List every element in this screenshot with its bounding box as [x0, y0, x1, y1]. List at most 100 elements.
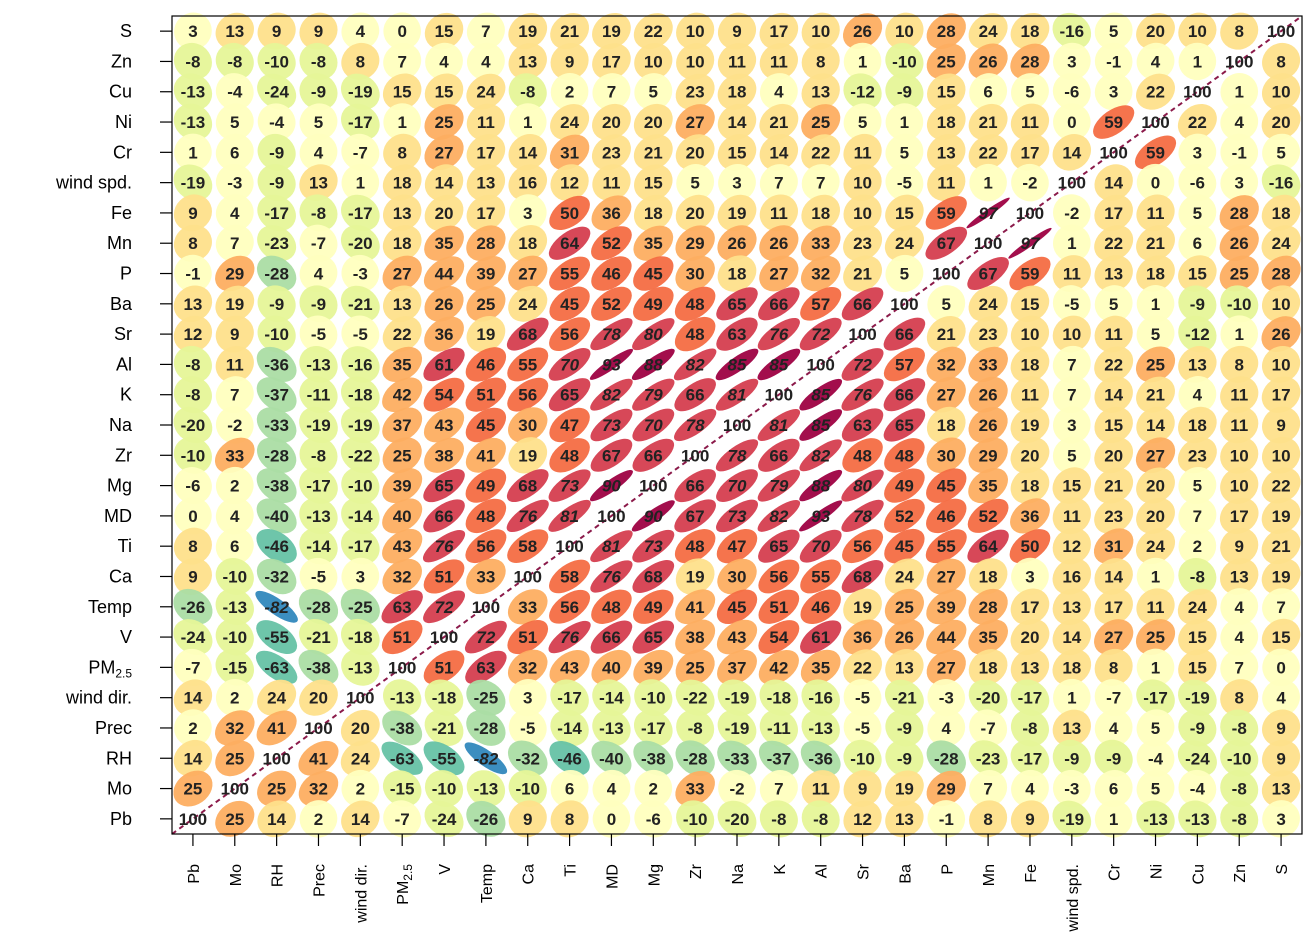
correlation-value: 19	[1272, 567, 1291, 586]
correlation-value: 12	[560, 174, 579, 193]
correlation-ellipse	[843, 73, 882, 111]
correlation-value: 49	[895, 477, 914, 496]
correlation-value: -10	[1227, 295, 1252, 314]
correlation-value: -9	[269, 143, 284, 162]
correlation-ellipse	[927, 800, 966, 838]
correlation-value: 100	[1141, 113, 1169, 132]
correlation-ellipse	[466, 164, 506, 201]
correlation-value: 8	[1109, 658, 1118, 677]
correlation-ellipse	[1136, 194, 1175, 232]
correlation-ellipse	[843, 649, 883, 686]
correlation-ellipse	[174, 497, 212, 535]
correlation-ellipse	[507, 377, 549, 412]
correlation-value: 3	[1109, 83, 1118, 102]
correlation-value: -13	[599, 719, 624, 738]
correlation-value: 13	[393, 295, 412, 314]
correlation-value: 5	[1109, 295, 1118, 314]
correlation-value: 82	[602, 386, 621, 405]
correlation-ellipse	[382, 437, 422, 474]
correlation-value: 7	[774, 174, 783, 193]
correlation-value: 15	[1021, 295, 1040, 314]
correlation-ellipse	[675, 619, 716, 655]
correlation-ellipse	[508, 800, 547, 838]
correlation-ellipse	[299, 376, 338, 414]
correlation-value: -11	[307, 386, 331, 405]
correlation-ellipse	[758, 438, 800, 472]
correlation-value: 2	[230, 689, 239, 708]
correlation-value: 43	[435, 416, 454, 435]
correlation-value: 24	[1188, 598, 1207, 617]
correlation-ellipse	[299, 42, 338, 80]
correlation-value: 45	[937, 477, 956, 496]
correlation-ellipse	[215, 558, 254, 595]
correlation-ellipse	[799, 439, 842, 472]
correlation-ellipse	[591, 226, 632, 261]
correlation-ellipse	[1220, 406, 1259, 444]
correlation-value: -3	[227, 174, 242, 193]
correlation-value: -2	[227, 416, 242, 435]
correlation-ellipse	[257, 770, 297, 807]
correlation-ellipse	[926, 649, 966, 686]
correlation-value: 4	[774, 83, 784, 102]
correlation-value: -10	[432, 780, 457, 799]
correlation-value: -15	[222, 658, 247, 677]
correlation-ellipse	[1094, 558, 1133, 595]
correlation-value: 5	[1151, 719, 1160, 738]
correlation-ellipse	[676, 164, 715, 202]
correlation-ellipse	[340, 709, 380, 747]
correlation-ellipse	[382, 770, 422, 807]
correlation-value: 5	[1067, 446, 1076, 465]
correlation-ellipse	[592, 709, 631, 747]
correlation-value: 10	[853, 174, 872, 193]
correlation-value: 24	[351, 749, 370, 768]
correlation-value: 23	[1188, 446, 1207, 465]
correlation-value: 29	[686, 234, 705, 253]
correlation-value: -26	[474, 810, 499, 829]
correlation-value: -9	[897, 83, 912, 102]
correlation-value: -25	[474, 689, 499, 708]
correlation-value: -21	[306, 628, 331, 647]
correlation-value: 56	[560, 325, 579, 344]
correlation-value: 100	[221, 780, 249, 799]
correlation-ellipse	[299, 800, 338, 838]
correlation-value: 0	[607, 810, 616, 829]
correlation-ellipse	[341, 467, 380, 505]
correlation-value: -20	[976, 689, 1001, 708]
correlation-value: -9	[1106, 749, 1121, 768]
correlation-ellipse	[1094, 73, 1133, 111]
correlation-ellipse	[968, 316, 1008, 353]
correlation-value: 19	[686, 567, 705, 586]
correlation-ellipse	[341, 769, 380, 808]
correlation-value: 14	[351, 810, 370, 829]
correlation-value: -18	[767, 689, 792, 708]
correlation-value: 11	[477, 113, 495, 132]
correlation-ellipse	[1178, 285, 1217, 323]
row-label: Prec	[95, 718, 132, 738]
correlation-value: 65	[644, 628, 663, 647]
correlation-ellipse	[299, 346, 338, 383]
correlation-value: 11	[770, 52, 788, 71]
row-label: Mo	[107, 779, 132, 799]
correlation-ellipse	[549, 407, 590, 443]
correlation-value: 20	[1021, 446, 1040, 465]
correlation-value: 5	[1025, 83, 1034, 102]
correlation-value: 28	[1230, 204, 1249, 223]
correlation-value: -8	[185, 386, 200, 405]
correlation-ellipse	[383, 103, 422, 141]
correlation-value: 22	[811, 143, 830, 162]
correlation-ellipse	[423, 469, 465, 503]
correlation-ellipse	[1136, 315, 1175, 353]
correlation-ellipse	[508, 407, 548, 443]
correlation-value: 27	[937, 658, 956, 677]
correlation-value: -37	[264, 386, 289, 405]
correlation-ellipse	[631, 500, 675, 532]
correlation-value: -17	[641, 719, 666, 738]
correlation-ellipse	[1010, 285, 1050, 323]
correlation-ellipse	[215, 497, 254, 535]
correlation-value: 41	[309, 749, 328, 768]
column-label: Sr	[856, 863, 873, 880]
correlation-ellipse	[173, 467, 212, 505]
correlation-ellipse	[174, 709, 212, 747]
correlation-ellipse	[1261, 558, 1301, 595]
column-label: Mo	[228, 864, 245, 886]
